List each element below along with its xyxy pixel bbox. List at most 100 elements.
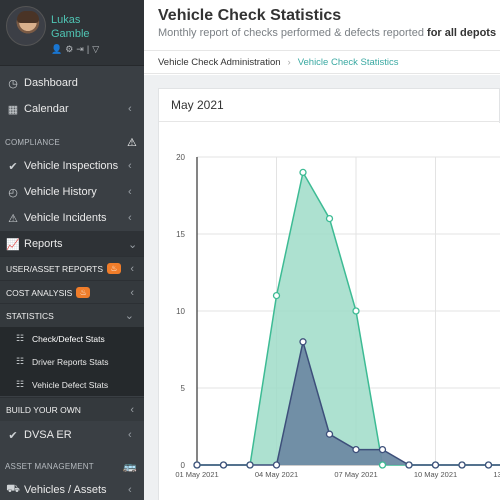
check-icon: ✔	[8, 160, 18, 173]
subtitle-bold: for all depots	[427, 27, 497, 39]
sidebar-item-label: Vehicle Inspections	[24, 160, 119, 172]
data-point-defects	[405, 461, 413, 469]
chevron-down-icon: ⌄	[128, 238, 138, 251]
data-point-checks	[325, 214, 334, 223]
main-content: Vehicle Check Statistics Monthly report …	[144, 0, 500, 500]
y-tick-label: 10	[176, 307, 185, 316]
sidebar-item-label: Vehicle Incidents	[24, 212, 107, 224]
sidebar-item-reports[interactable]: 📈 Reports ⌄	[0, 231, 144, 257]
bar-chart-icon: ☷	[16, 333, 25, 343]
y-tick-label: 0	[181, 461, 186, 470]
page-title: Vehicle Check Statistics	[158, 7, 342, 24]
x-tick-label: 04 May 2021	[255, 470, 298, 479]
fire-badge-icon: ♨	[76, 287, 91, 298]
sidebar-item-check-defect-stats[interactable]: ☷ Check/Defect Stats	[0, 327, 144, 350]
sidebar-item-vehicles-assets[interactable]: ⛟ Vehicles / Assets ‹	[0, 477, 144, 500]
sidebar-sub-label: STATISTICS	[6, 310, 54, 321]
sidebar-item-vehicle-inspections[interactable]: ✔ Vehicle Inspections ‹	[0, 153, 144, 179]
chevron-left-icon: ‹	[130, 286, 134, 299]
section-compliance: COMPLIANCE ⚠	[0, 131, 144, 153]
data-point-defects	[378, 445, 387, 454]
bar-chart-icon: ☷	[16, 356, 25, 366]
x-tick-label: 13 May 2021	[493, 470, 500, 479]
data-point-defects	[272, 461, 281, 469]
y-tick-label: 20	[176, 153, 185, 162]
gear-icon[interactable]: ⚙	[65, 44, 77, 54]
sidebar-item-label: Vehicle Defect Stats	[32, 379, 109, 390]
data-point-defects	[299, 338, 307, 346]
breadcrumb-current: Vehicle Check Statistics	[297, 56, 399, 68]
warning-icon: ⚠	[126, 136, 137, 149]
panel-title: May 2021	[171, 98, 224, 112]
history-icon: ◴	[8, 186, 18, 199]
area-chart: 0 5 10 15 20 01 May 2021 04 May 2021 07 May 202…	[175, 153, 500, 479]
warning-icon: ⚠	[8, 212, 18, 225]
sidebar-sub-build-your-own[interactable]: BUILD YOUR OWN ‹	[0, 397, 144, 421]
page-subtitle: Monthly report of checks performed & def…	[158, 27, 496, 39]
chevron-left-icon: ‹	[128, 103, 132, 115]
sidebar-item-driver-reports-stats[interactable]: ☷ Driver Reports Stats	[0, 350, 144, 373]
divider: |	[86, 44, 93, 54]
section-label: ASSET MANAGEMENT	[5, 461, 94, 471]
bus-icon: 🚌	[123, 460, 137, 473]
data-point-checks	[352, 307, 360, 315]
series-line-defects	[197, 341, 500, 466]
data-point-defects	[352, 445, 360, 454]
user-last-name: Gamble	[51, 28, 90, 40]
sidebar-item-label: Dashboard	[24, 77, 78, 89]
truck-icon: ⛟	[6, 483, 20, 495]
sidebar-item-vehicle-defect-stats[interactable]: ☷ Vehicle Defect Stats	[0, 373, 144, 396]
sidebar-item-label: Reports	[24, 238, 63, 250]
bar-chart-icon: ☷	[16, 379, 25, 389]
chart-panel: May 2021 0 5 10 15 20 01 May 2021 04 May 2021 0…	[158, 88, 500, 500]
sidebar-item-label: Calendar	[24, 103, 69, 115]
sidebar-item-label: DVSA ER	[24, 429, 72, 441]
chart-icon: 📈	[6, 238, 20, 251]
breadcrumb-root[interactable]: Vehicle Check Administration	[158, 56, 281, 68]
sidebar-sub-user-asset-reports[interactable]: USER/ASSET REPORTS ♨ ‹	[0, 256, 144, 280]
section-asset-management: ASSET MANAGEMENT 🚌	[0, 455, 144, 477]
fire-badge-icon: ♨	[107, 263, 121, 274]
sidebar-item-dashboard[interactable]: ◷ Dashboard	[0, 70, 144, 96]
sidebar-sub-statistics[interactable]: STATISTICS ⌄	[0, 303, 144, 327]
sidebar-item-label: Vehicles / Assets	[24, 484, 107, 496]
subtitle-text: Monthly report of checks performed & def…	[158, 27, 428, 39]
data-point-defects	[246, 461, 254, 469]
breadcrumb-separator: ›	[287, 56, 291, 68]
data-point-defects	[219, 461, 228, 469]
chevron-down-icon: ⌄	[124, 310, 134, 322]
chevron-left-icon: ‹	[128, 429, 132, 441]
data-point-checks	[272, 291, 281, 300]
chevron-left-icon: ‹	[128, 186, 132, 198]
user-icon[interactable]: 👤	[51, 44, 66, 54]
sidebar-item-vehicle-history[interactable]: ◴ Vehicle History ‹	[0, 179, 144, 205]
user-icons: 👤⚙⇥|▽	[51, 44, 102, 55]
data-point-defects	[325, 430, 334, 438]
sidebar-item-vehicle-incidents[interactable]: ⚠ Vehicle Incidents ‹	[0, 205, 144, 231]
user-name[interactable]: Lukas Gamble	[51, 13, 90, 41]
filter-icon[interactable]: ▽	[92, 44, 103, 54]
check-icon: ✔	[8, 429, 18, 442]
sidebar-item-calendar[interactable]: ▦ Calendar ‹	[0, 96, 144, 122]
data-point-defects	[458, 461, 466, 469]
panel-header: May 2021	[159, 89, 500, 122]
chevron-left-icon: ‹	[130, 403, 134, 416]
avatar[interactable]	[6, 6, 46, 46]
sidebar-item-label: Driver Reports Stats	[32, 356, 109, 367]
logout-icon[interactable]: ⇥	[76, 44, 87, 54]
chevron-left-icon: ‹	[128, 484, 132, 496]
sidebar-item-label: Check/Defect Stats	[32, 333, 105, 344]
breadcrumb: Vehicle Check Administration › Vehicle C…	[144, 50, 500, 74]
data-point-checks	[378, 461, 387, 469]
sidebar-item-dvsa-er[interactable]: ✔ DVSA ER ‹	[0, 422, 144, 448]
data-point-defects	[193, 461, 201, 469]
clock-icon: ◷	[8, 77, 18, 90]
sidebar-sub-cost-analysis[interactable]: COST ANALYSIS ♨ ‹	[0, 280, 144, 304]
chevron-left-icon: ‹	[128, 212, 132, 224]
chevron-left-icon: ‹	[128, 160, 132, 172]
panel-body: 0 5 10 15 20 01 May 2021 04 May 2021 07 May 202…	[159, 123, 500, 500]
sidebar: Lukas Gamble 👤⚙⇥|▽ ◷ Dashboard ▦ Calenda…	[0, 0, 144, 500]
series-area-checks	[197, 172, 500, 465]
y-tick-label: 5	[181, 384, 186, 393]
sidebar-sub-label: BUILD YOUR OWN	[6, 404, 81, 415]
